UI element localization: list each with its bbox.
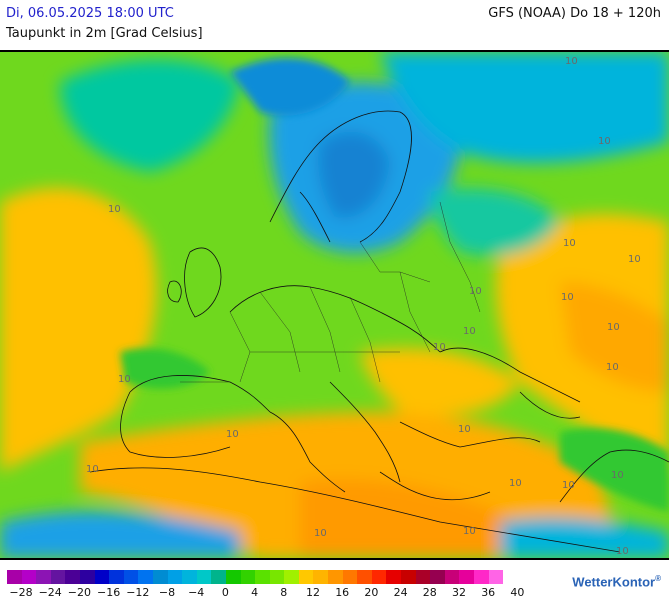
svg-text:10: 10 (86, 464, 99, 475)
svg-text:10: 10 (463, 526, 476, 537)
svg-text:10: 10 (607, 322, 620, 333)
country-borders (180, 201, 481, 383)
color-scale-swatch (21, 570, 37, 584)
color-scale-label: 36 (481, 586, 496, 599)
contour-labels: 10 10 10 10 10 10 10 10 10 10 10 10 10 1… (86, 56, 641, 557)
color-scale-swatch (123, 570, 139, 584)
color-scale-swatch (298, 570, 314, 584)
color-scale-swatch (474, 570, 489, 584)
color-scale-swatch (459, 570, 474, 584)
svg-text:10: 10 (563, 238, 576, 249)
svg-text:10: 10 (561, 292, 574, 303)
color-scale-swatch (196, 570, 212, 584)
color-scale-label: −28 (9, 586, 33, 599)
color-scale-swatch (415, 570, 431, 584)
color-scale-swatch (444, 570, 460, 584)
color-scale-swatch (240, 570, 256, 584)
color-scale-swatch (109, 570, 124, 584)
color-scale-swatch (152, 570, 168, 584)
color-scale-bar (7, 570, 504, 584)
color-scale-swatch (79, 570, 95, 584)
svg-text:10: 10 (598, 136, 611, 147)
color-scale-label: 4 (251, 586, 259, 599)
color-scale-label: 16 (335, 586, 350, 599)
color-scale-swatch (36, 570, 51, 584)
map-datetime: Di, 06.05.2025 18:00 UTC (6, 6, 174, 21)
color-scale-labels: −28 −24 −20 −16 −12 −8 −4 0 4 8 12 16 20 24 28 32 36 40 (0, 586, 560, 600)
svg-text:10: 10 (226, 429, 239, 440)
color-scale-label: −8 (158, 586, 176, 599)
svg-text:10: 10 (616, 546, 629, 557)
color-scale-label: −24 (38, 586, 62, 599)
color-scale-label: 24 (393, 586, 408, 599)
color-scale-swatch (167, 570, 183, 584)
svg-text:10: 10 (611, 470, 624, 481)
svg-text:10: 10 (565, 56, 578, 67)
svg-text:10: 10 (433, 342, 446, 353)
color-scale-label: 8 (280, 586, 288, 599)
color-scale-swatch (182, 570, 197, 584)
color-scale-label: 32 (452, 586, 466, 599)
color-scale-swatch (328, 570, 343, 584)
svg-text:10: 10 (509, 478, 522, 489)
svg-text:10: 10 (606, 362, 619, 373)
color-scale-swatch (313, 570, 329, 584)
color-scale-swatch (138, 570, 153, 584)
color-scale-label: 28 (422, 586, 437, 599)
color-scale-label: −20 (67, 586, 91, 599)
color-scale-swatch (371, 570, 387, 584)
color-scale-swatch (211, 570, 226, 584)
color-scale-swatch (94, 570, 110, 584)
color-scale-swatch (7, 570, 22, 584)
color-scale-label: 0 (221, 586, 229, 599)
color-scale-swatch (65, 570, 80, 584)
svg-text:10: 10 (562, 480, 575, 491)
color-scale-label: −12 (126, 586, 150, 599)
map-variable-title: Taupunkt in 2m [Grad Celsius] (6, 26, 203, 41)
color-scale-swatch (357, 570, 372, 584)
color-scale-swatch (225, 570, 241, 584)
color-scale-swatch (342, 570, 358, 584)
color-scale-swatch (430, 570, 445, 584)
svg-text:10: 10 (108, 204, 121, 215)
map-canvas: 10 10 10 10 10 10 10 10 10 10 10 10 10 1… (0, 52, 669, 558)
svg-text:10: 10 (469, 286, 482, 297)
svg-text:10: 10 (463, 326, 476, 337)
color-scale-label: 20 (364, 586, 379, 599)
color-scale-swatch (401, 570, 416, 584)
color-scale-label: −4 (188, 586, 205, 599)
dewpoint-field (0, 52, 669, 558)
svg-text:10: 10 (628, 254, 641, 265)
svg-text:10: 10 (458, 424, 471, 435)
color-scale-swatch (50, 570, 66, 584)
color-scale-swatch (284, 570, 299, 584)
svg-text:10: 10 (118, 374, 131, 385)
dewpoint-field-detail (120, 58, 669, 512)
color-scale-swatch (255, 570, 270, 584)
color-scale-swatch (386, 570, 402, 584)
wetterkontor-logo: WetterKontor® (572, 574, 661, 590)
color-scale-label: −16 (96, 586, 121, 599)
color-scale-label: 40 (510, 586, 525, 599)
dewpoint-map[interactable]: 10 10 10 10 10 10 10 10 10 10 10 10 10 1… (0, 50, 669, 560)
svg-text:10: 10 (314, 528, 327, 539)
color-scale-swatch (269, 570, 285, 584)
color-scale-label: 12 (306, 586, 320, 599)
color-scale-swatch (488, 570, 504, 584)
coastlines (89, 110, 669, 553)
model-run-label: GFS (NOAA) Do 18 + 120h (488, 6, 661, 21)
